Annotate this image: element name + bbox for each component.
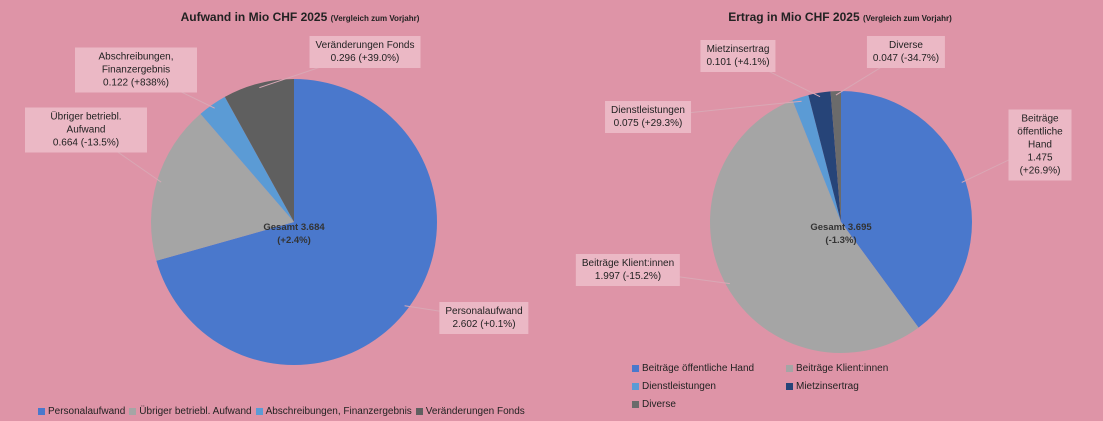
legend-swatch: [415, 407, 423, 415]
legend-swatch: [38, 407, 45, 415]
data-label: Beiträge öffentliche Hand 1.475 (+26.9%): [1008, 109, 1072, 181]
legend-item: Personalaufwand: [38, 402, 125, 420]
pie-slice: [224, 79, 294, 222]
center-change: (-1.3%): [825, 235, 857, 246]
legend-item: Beiträge öffentliche Hand: [632, 359, 782, 377]
label-category: Mietzinsertrag: [706, 44, 770, 55]
legend-item: Diverse: [632, 395, 782, 413]
label-value: 0.296 (+39.0%): [330, 53, 400, 64]
label-category: Diverse: [889, 40, 923, 51]
label-value: 2.602 (+0.1%): [452, 319, 516, 330]
label-value: 0.664 (-13.5%): [52, 137, 120, 149]
legend-text: Veränderungen Fonds: [425, 405, 525, 417]
legend-swatch: [632, 364, 639, 372]
legend-item: Beiträge Klient:innen: [786, 359, 936, 377]
legend: Personalaufwand Übriger betriebl. Aufwand…: [38, 402, 598, 420]
title-text: Ertrag in Mio CHF 2025: [728, 10, 860, 24]
center-total: Gesamt 3.695: [810, 222, 872, 233]
label-value: 0.101 (+4.1%): [706, 57, 770, 68]
center-total: Gesamt 3.684: [263, 222, 325, 233]
center-label: Gesamt 3.684 (+2.4%): [263, 221, 324, 247]
legend-swatch: [786, 364, 793, 372]
pie-slice: [841, 91, 972, 328]
pie-slice: [150, 113, 294, 261]
label-category: Abschreibungen, Finanzergebnis: [98, 51, 174, 76]
legend-text: Abschreibungen, Finanzergebnis: [265, 405, 412, 417]
legend-item: Abschreibungen, Finanzergebnis: [255, 402, 412, 420]
pie-slice: [792, 95, 841, 222]
data-label: Beiträge Klient:innen 1.997 (-15.2%): [575, 254, 681, 286]
pie-slice: [156, 79, 438, 365]
legend-swatch: [786, 382, 793, 390]
center-label: Gesamt 3.695 (-1.3%): [810, 221, 871, 247]
legend-text: Beiträge Klient:innen: [796, 362, 889, 374]
legend-text: Übriger betriebl. Aufwand: [139, 405, 252, 417]
chart-title: Ertrag in Mio CHF 2025 (Vergleich zum Vo…: [728, 10, 951, 24]
pie-slice: [830, 91, 841, 222]
pie-slice: [709, 100, 919, 353]
legend-swatch: [255, 407, 263, 415]
data-label: Abschreibungen, Finanzergebnis 0.122 (+83…: [75, 47, 197, 93]
pie-slice: [808, 91, 841, 222]
label-value: 0.047 (-34.7%): [872, 53, 940, 64]
label-value: 1.997 (-15.2%): [594, 271, 662, 282]
legend: Beiträge öffentliche Hand Beiträge Klient…: [632, 359, 1032, 413]
chart-title: Aufwand in Mio CHF 2025 (Vergleich zum V…: [181, 10, 420, 24]
legend-item: Übriger betriebl. Aufwand: [129, 402, 252, 420]
legend-item: Veränderungen Fonds: [415, 402, 525, 420]
subtitle: (Vergleich zum Vorjahr): [862, 14, 952, 23]
legend-item: Mietzinsertrag: [786, 377, 936, 395]
data-label: Mietzinsertrag 0.101 (+4.1%): [700, 40, 776, 72]
legend-swatch: [632, 400, 639, 408]
legend-text: Diverse: [642, 398, 676, 410]
legend-text: Mietzinsertrag: [796, 380, 859, 392]
data-label: Veränderungen Fonds 0.296 (+39.0%): [309, 36, 421, 68]
label-value: 0.075 (+29.3%): [613, 118, 683, 129]
legend-text: Dienstleistungen: [642, 380, 716, 392]
data-label: Übriger betriebl. Aufwand 0.664 (-13.5%): [25, 107, 147, 153]
label-category: Beiträge öffentliche Hand: [1017, 113, 1063, 151]
label-category: Beiträge Klient:innen: [581, 258, 675, 269]
title-text: Aufwand in Mio CHF 2025: [180, 10, 328, 24]
label-category: Dienstleistungen: [611, 105, 685, 116]
label-category: Personalaufwand: [445, 306, 523, 317]
center-change: (+2.4%): [277, 235, 311, 246]
label-value: 0.122 (+838%): [103, 77, 169, 89]
data-label: Personalaufwand 2.602 (+0.1%): [439, 302, 529, 334]
data-label: Dienstleistungen 0.075 (+29.3%): [605, 101, 691, 133]
legend-text: Beiträge öffentliche Hand: [642, 362, 755, 374]
legend-item: Dienstleistungen: [632, 377, 782, 395]
label-category: Veränderungen Fonds: [315, 40, 415, 51]
legend-text: Personalaufwand: [48, 405, 126, 417]
label-value: 1.475 (+26.9%): [1019, 152, 1061, 177]
subtitle: (Vergleich zum Vorjahr): [330, 14, 420, 23]
legend-swatch: [129, 407, 137, 415]
pie-slice: [200, 96, 294, 222]
label-category: Übriger betriebl. Aufwand: [50, 111, 122, 136]
data-label: Diverse 0.047 (-34.7%): [866, 36, 946, 68]
legend-swatch: [632, 382, 639, 390]
